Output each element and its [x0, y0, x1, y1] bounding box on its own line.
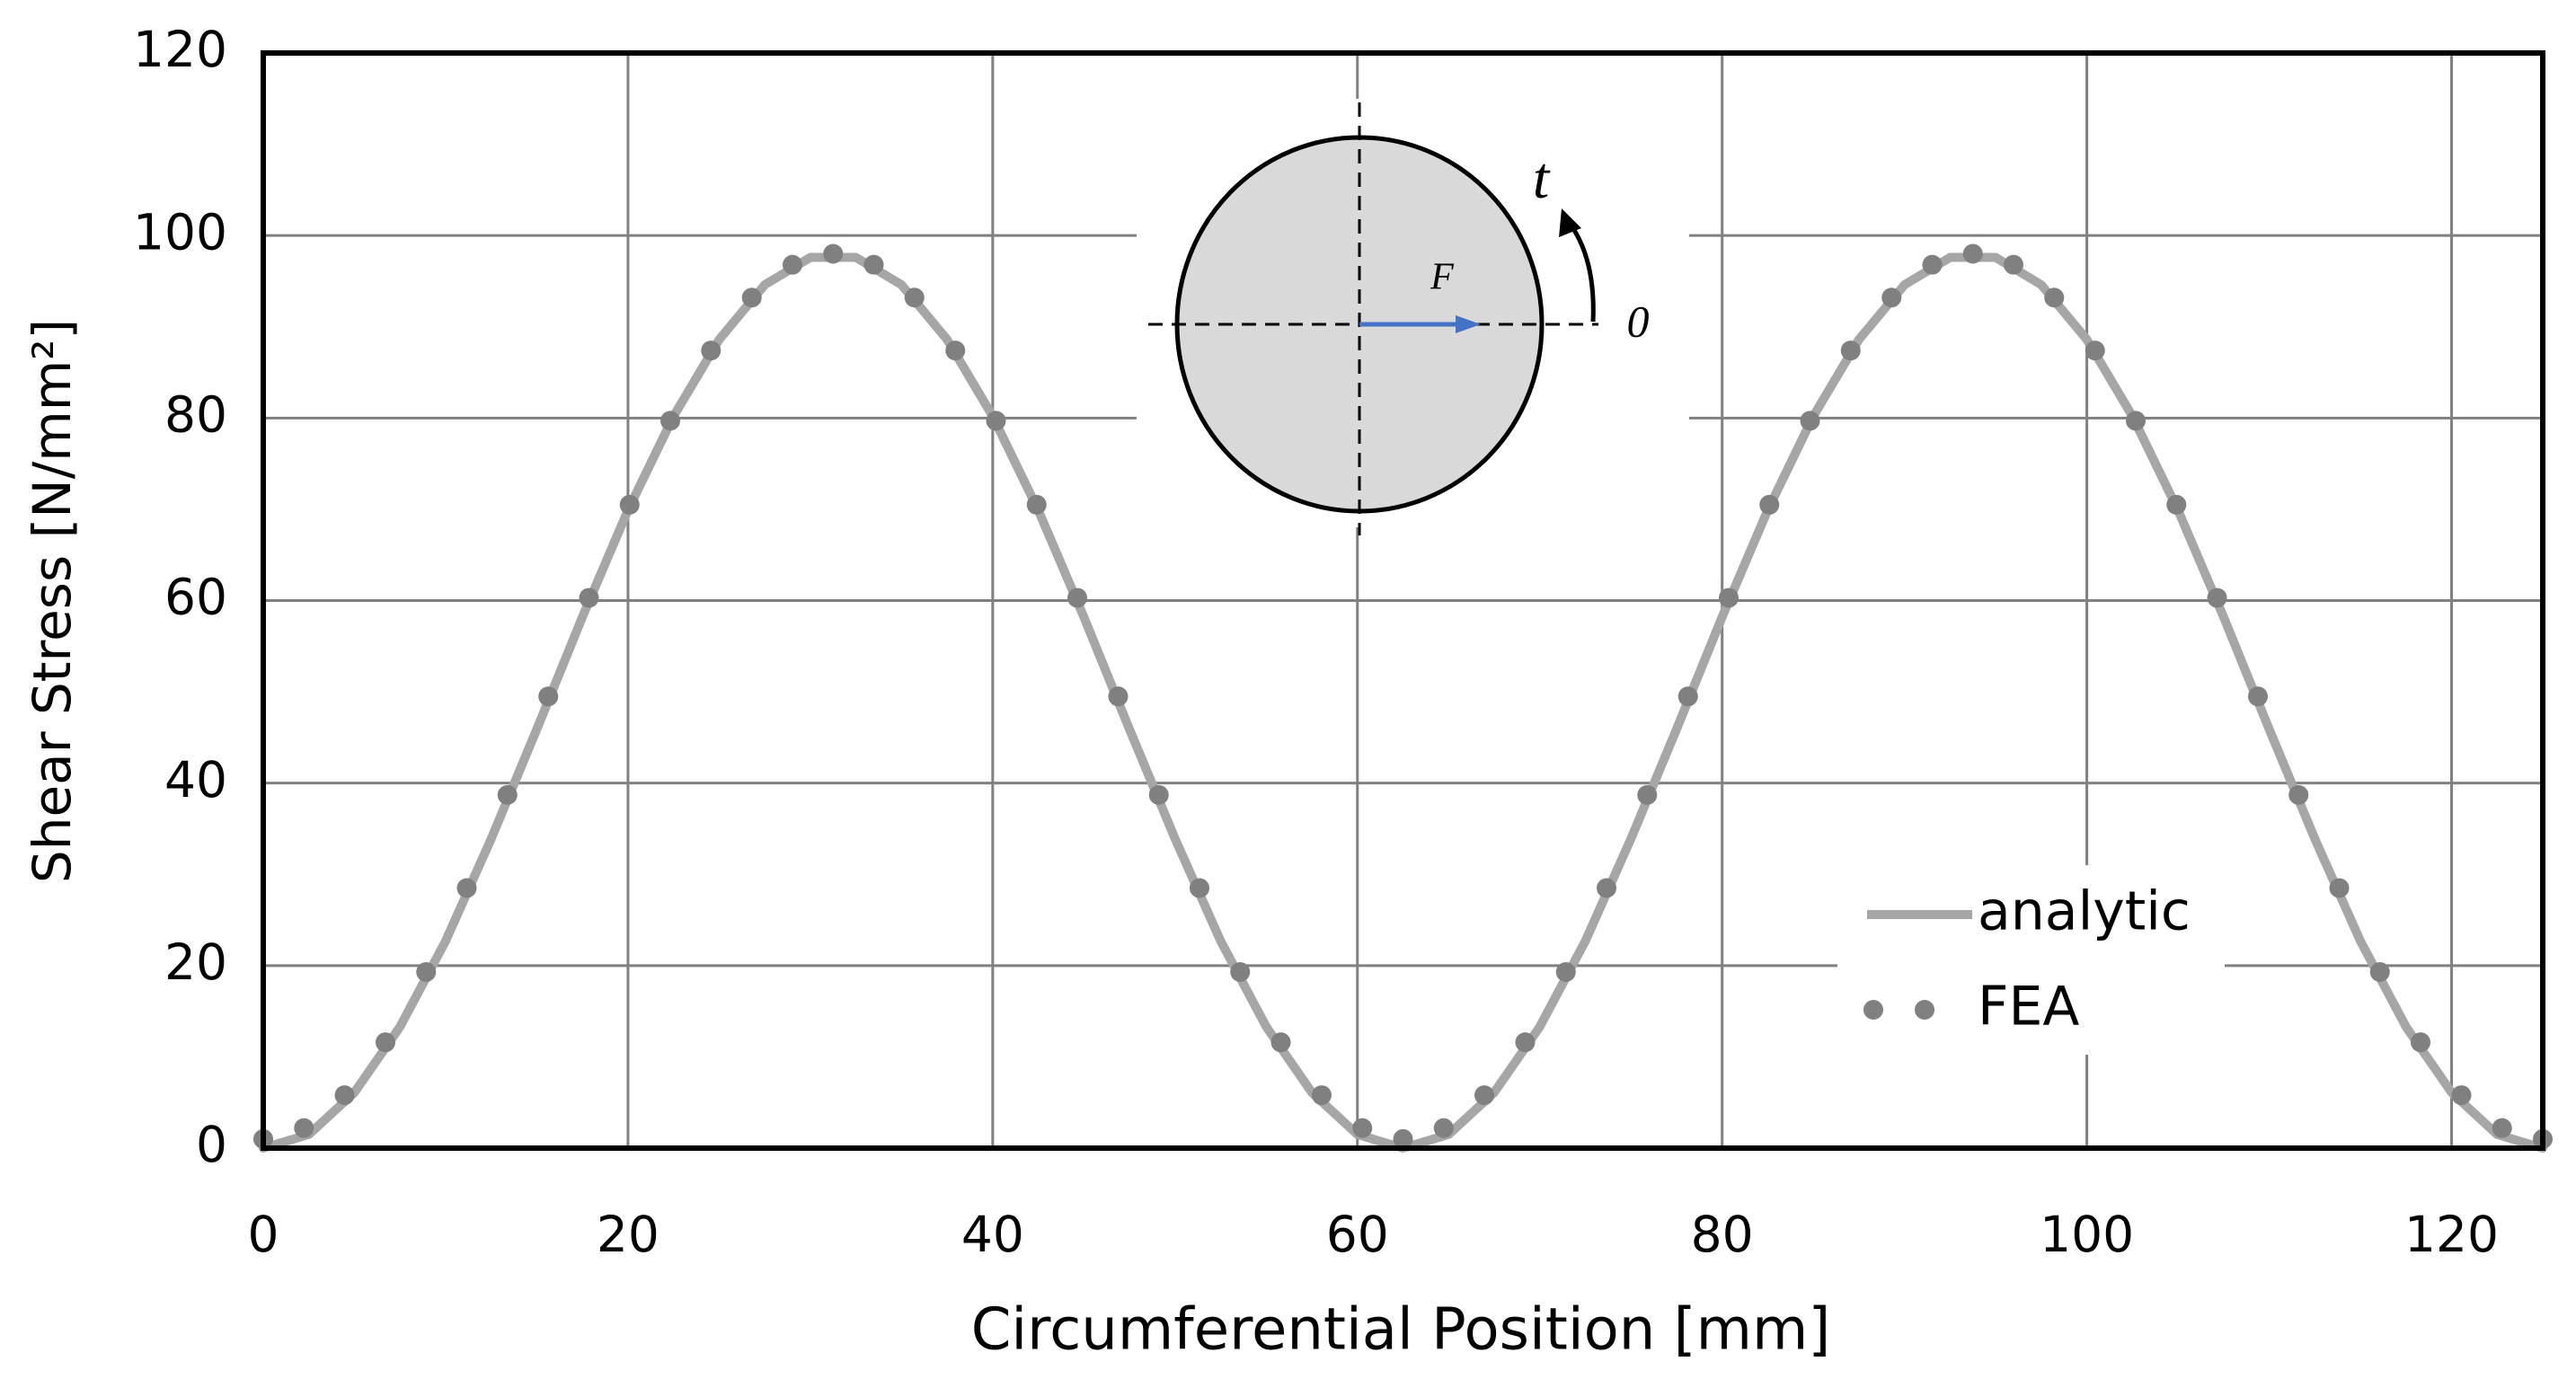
y-tick-label: 100: [133, 203, 227, 261]
x-tick-label: 80: [1691, 1206, 1754, 1263]
legend-symbol: [1915, 1000, 1934, 1020]
force-label: F: [1430, 257, 1454, 298]
fea-point: [2166, 494, 2187, 515]
fea-point: [945, 340, 966, 361]
origin-label: 0: [1627, 296, 1650, 346]
fea-point: [1637, 784, 1658, 805]
fea-point: [1474, 1085, 1495, 1106]
fea-point: [2288, 784, 2309, 805]
fea-point: [1311, 1085, 1332, 1106]
fea-point: [1270, 1032, 1291, 1053]
fea-point: [1718, 588, 1739, 608]
y-tick-label: 0: [196, 1116, 227, 1173]
fea-point: [1555, 961, 1576, 982]
fea-point: [1189, 878, 1209, 898]
x-tick-label: 100: [2040, 1206, 2134, 1263]
fea-point: [294, 1118, 314, 1138]
x-tick-label: 20: [597, 1206, 659, 1263]
fea-point: [2125, 411, 2146, 431]
fea-point: [1881, 287, 1902, 308]
fea-point: [538, 686, 559, 707]
fea-point: [2492, 1118, 2512, 1138]
legend-label: analytic: [1978, 880, 2191, 943]
y-tick-label: 80: [164, 385, 227, 443]
fea-point: [904, 287, 925, 308]
fea-point: [2004, 254, 2024, 275]
y-tick-label: 120: [133, 21, 227, 78]
fea-point: [986, 411, 1006, 431]
y-tick-label: 40: [164, 751, 227, 809]
x-tick-label: 0: [248, 1206, 279, 1263]
fea-point: [1515, 1032, 1536, 1053]
fea-point: [619, 494, 640, 515]
legend-background: [1837, 865, 2225, 1055]
plot-frame: [261, 50, 2545, 1151]
force-arrowhead: [1456, 315, 1481, 333]
y-tick-label: 20: [164, 933, 227, 991]
fea-point: [1230, 961, 1251, 982]
fea-point: [416, 961, 437, 982]
y-axis-title: Shear Stress [N/mm²]: [22, 319, 83, 883]
fea-point: [1148, 784, 1169, 805]
fea-point: [1962, 243, 1983, 264]
legend-symbol: [1863, 1000, 1883, 1020]
fea-point: [1352, 1118, 1373, 1138]
fea-point: [741, 287, 762, 308]
fea-point: [2085, 340, 2105, 361]
fea-point: [1677, 686, 1698, 707]
x-tick-label: 120: [2404, 1206, 2499, 1263]
fea-point: [782, 254, 802, 275]
fea-point: [2207, 588, 2227, 608]
fea-point: [1840, 340, 1861, 361]
fea-point: [2369, 961, 2390, 982]
fea-point: [1067, 588, 1088, 608]
fea-point: [2411, 1032, 2431, 1053]
fea-point: [2329, 878, 2350, 898]
x-tick-label: 40: [961, 1206, 1024, 1263]
fea-point: [456, 878, 477, 898]
fea-point: [375, 1032, 395, 1053]
legend: analytic FEA: [1837, 865, 2225, 1055]
fea-point: [660, 411, 681, 431]
rotation-arrow: [1568, 223, 1596, 323]
fea-point: [1108, 686, 1129, 707]
fea-point: [497, 784, 518, 805]
fea-point: [1026, 494, 1047, 515]
fea-point: [1759, 494, 1780, 515]
fea-point: [1922, 254, 1943, 275]
inset: F t 0: [1137, 99, 1689, 535]
tangent-label: t: [1533, 146, 1551, 211]
fea-point: [1433, 1118, 1454, 1138]
fea-point: [1597, 878, 1617, 898]
x-axis-title: Circumferential Position [mm]: [971, 1297, 1831, 1364]
fea-point: [334, 1085, 355, 1106]
fea-point: [701, 340, 721, 361]
fea-point: [863, 254, 884, 275]
fea-point: [2451, 1085, 2472, 1106]
fea-point: [1800, 411, 1820, 431]
rotation-arrowhead: [1559, 208, 1581, 237]
fea-point: [579, 588, 599, 608]
fea-point: [823, 243, 844, 264]
legend-label: FEA: [1978, 976, 2079, 1039]
fea-point: [2247, 686, 2268, 707]
y-tick-label: 60: [164, 569, 227, 626]
x-tick-label: 60: [1326, 1206, 1389, 1263]
fea-point: [1393, 1128, 1413, 1149]
fea-point: [2044, 287, 2065, 308]
